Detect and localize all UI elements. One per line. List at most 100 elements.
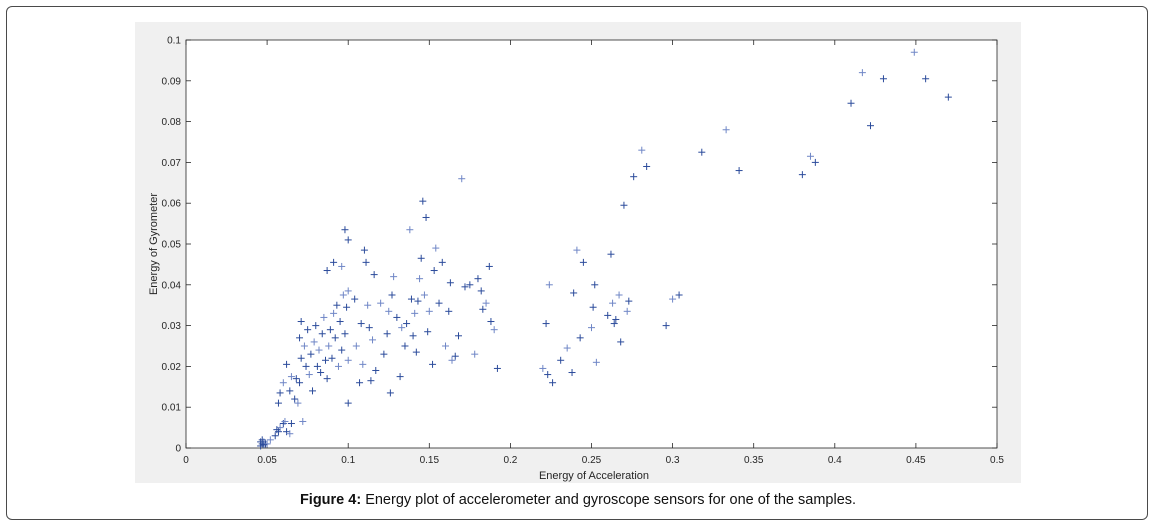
data-point xyxy=(866,122,874,130)
data-point xyxy=(294,399,302,407)
data-point xyxy=(576,334,584,342)
data-point xyxy=(910,48,918,56)
data-point xyxy=(344,287,352,295)
data-point xyxy=(279,379,287,387)
data-point xyxy=(296,379,304,387)
data-point xyxy=(407,295,415,303)
data-point xyxy=(305,371,313,379)
y-tick-label: 0.03 xyxy=(162,321,182,332)
data-point xyxy=(357,320,365,328)
data-point xyxy=(669,295,677,303)
data-point xyxy=(372,366,380,374)
data-point xyxy=(620,201,628,209)
data-point xyxy=(313,362,321,370)
data-point xyxy=(365,324,373,332)
data-point xyxy=(662,322,670,330)
data-point xyxy=(430,267,438,275)
data-point xyxy=(573,246,581,254)
y-tick-label: 0.01 xyxy=(162,403,182,414)
data-point xyxy=(425,307,433,315)
data-point xyxy=(377,299,385,307)
data-point xyxy=(393,313,401,321)
data-point xyxy=(490,326,498,334)
data-point xyxy=(414,297,422,305)
data-point xyxy=(323,375,331,383)
data-point xyxy=(336,318,344,326)
data-point xyxy=(300,342,308,350)
data-point xyxy=(281,417,289,425)
data-point xyxy=(351,295,359,303)
plot-area xyxy=(186,40,997,448)
data-point xyxy=(806,152,814,160)
data-point xyxy=(570,289,578,297)
data-point xyxy=(579,258,587,266)
data-point xyxy=(625,297,633,305)
data-point xyxy=(304,326,312,334)
data-point xyxy=(297,354,305,362)
data-point xyxy=(461,283,469,291)
data-point xyxy=(367,377,375,385)
data-point xyxy=(416,275,424,283)
data-point xyxy=(722,126,730,134)
data-point xyxy=(429,360,437,368)
data-point xyxy=(623,307,631,315)
data-point xyxy=(607,250,615,258)
data-point xyxy=(643,162,651,170)
data-point xyxy=(315,346,323,354)
data-point xyxy=(424,328,432,336)
x-tick-label: 0 xyxy=(183,455,189,466)
data-point xyxy=(798,171,806,179)
data-point xyxy=(446,279,454,287)
data-point xyxy=(369,336,377,344)
data-point xyxy=(539,364,547,372)
data-point xyxy=(422,213,430,221)
x-tick-label: 0.35 xyxy=(744,455,764,466)
scatter-points xyxy=(257,48,952,450)
tick-labels: 0 0.05 0.1 0.15 0.2 0.25 0.3 0.35 0.4 0.45 0.5 0 0.0… xyxy=(162,36,1005,467)
data-point xyxy=(317,369,325,377)
data-point xyxy=(471,350,479,358)
data-point xyxy=(283,360,291,368)
data-point xyxy=(432,244,440,252)
data-point xyxy=(271,432,279,440)
data-point xyxy=(344,356,352,364)
data-point xyxy=(318,330,326,338)
data-point xyxy=(610,320,618,328)
data-point xyxy=(698,148,706,156)
data-point xyxy=(479,305,487,313)
data-point xyxy=(542,320,550,328)
data-point xyxy=(356,379,364,387)
data-point xyxy=(545,281,553,289)
data-point xyxy=(557,356,565,364)
data-point xyxy=(287,373,295,381)
data-point xyxy=(276,389,284,397)
data-point xyxy=(334,362,342,370)
data-point xyxy=(563,344,571,352)
data-point xyxy=(638,146,646,154)
data-point xyxy=(474,275,482,283)
data-point xyxy=(331,334,339,342)
data-point xyxy=(612,315,620,323)
data-point xyxy=(482,299,490,307)
data-point xyxy=(401,342,409,350)
data-point xyxy=(364,301,372,309)
data-point xyxy=(466,281,474,289)
data-point xyxy=(328,354,336,362)
caption-text: Energy plot of accelerometer and gyrosco… xyxy=(361,492,857,508)
data-point xyxy=(360,246,368,254)
data-point xyxy=(604,311,612,319)
data-point xyxy=(544,371,552,379)
data-point xyxy=(257,438,265,446)
data-point xyxy=(321,356,329,364)
data-point xyxy=(485,262,493,270)
figure-caption: Figure 4: Energy plot of accelerometer a… xyxy=(0,492,1156,508)
x-tick-label: 0.4 xyxy=(828,455,842,466)
x-tick-label: 0.5 xyxy=(990,455,1004,466)
data-point xyxy=(409,332,417,340)
data-point xyxy=(617,338,625,346)
data-point xyxy=(458,175,466,183)
data-point xyxy=(323,267,331,275)
data-point xyxy=(274,399,282,407)
data-point xyxy=(266,436,274,444)
data-point xyxy=(589,303,597,311)
